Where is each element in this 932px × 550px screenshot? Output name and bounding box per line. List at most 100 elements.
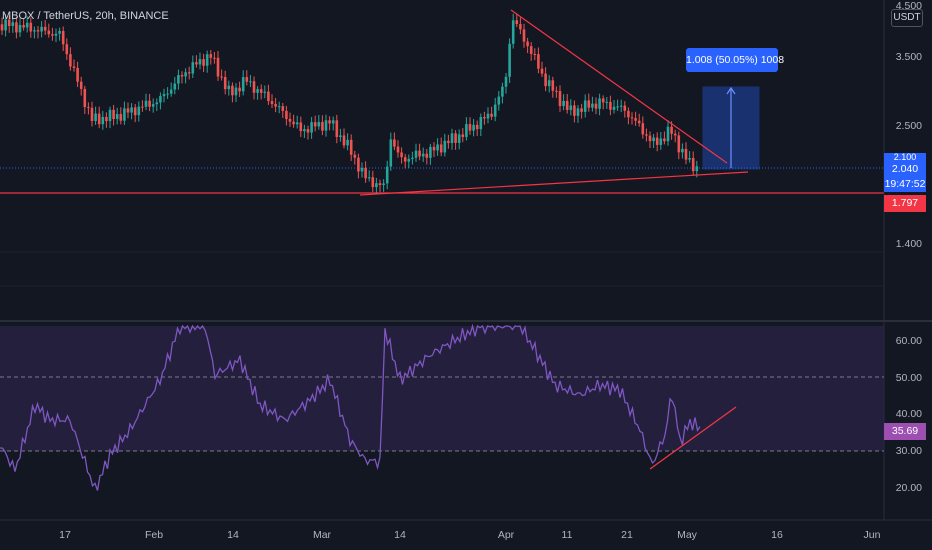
time-label: 14 [227,529,239,541]
candle-body [400,152,403,158]
candle-body [310,122,313,133]
candle-body [159,96,162,103]
price-label: 4.500 [895,0,922,12]
candle-body [573,105,576,116]
candle-body [234,87,238,96]
descending-trendline[interactable] [510,9,728,164]
candle-body [119,114,123,121]
candle-body [346,139,349,146]
candle-body [519,24,522,30]
candle-body [616,106,619,108]
candle-body [645,134,648,136]
candle-body [468,124,472,131]
candle-body [198,59,202,65]
candle-body [677,135,681,153]
rsi-label: 50.00 [895,372,922,384]
candle-body [432,146,436,151]
candle-body [256,89,259,93]
candle-body [61,30,65,45]
time-label: 11 [561,529,573,541]
candle-body [522,29,526,42]
candle-body [331,120,335,124]
candle-body [569,105,573,110]
currency-label[interactable]: USDT [891,9,923,27]
candle-body [490,113,493,117]
candle-body [25,22,29,28]
candle-body [558,91,562,107]
candle-body [483,117,486,119]
rsi-label: 20.00 [895,482,922,494]
ascending-trendline[interactable] [359,171,749,196]
candle-body [321,121,324,131]
candle-body [166,93,169,95]
rsi-label: 30.00 [895,445,922,457]
candle-body [375,183,378,188]
candle-body [148,100,151,107]
candle-body [241,77,245,92]
candle-body [83,88,87,108]
candle-body [457,134,461,143]
candle-body [263,91,267,93]
candle-body [303,129,306,132]
candle-body [123,108,126,121]
candle-body [249,81,252,83]
candle-body [472,124,475,131]
candle-body [627,110,630,118]
candle-body [79,81,83,89]
measure-label[interactable]: 1.008 (50.05%) 1008 [686,48,784,72]
price-label: 2.500 [895,120,922,132]
candle-body [583,100,587,112]
candle-body [655,137,659,145]
candle-body [540,68,544,74]
candle-body [652,137,655,142]
candle-body [425,153,429,158]
candle-body [29,22,33,32]
candle-body [659,138,663,145]
candle-body [666,126,670,142]
candle-body [7,19,11,26]
candle-body [58,30,61,34]
candle-body [335,120,339,138]
candle-body [112,109,115,119]
candles [0,13,699,194]
candle-body [141,106,144,108]
candle-body [619,105,623,107]
last-price-badge: 2.040 [884,161,926,177]
time-label: 14 [394,529,406,541]
candle-body [87,107,90,109]
candle-body [288,118,292,122]
time-label: 17 [59,529,71,541]
time-label: Jun [863,529,881,541]
candle-body [529,46,533,54]
candle-body [105,116,108,122]
candle-body [277,106,281,108]
rsi-line [0,323,701,491]
candle-body [90,107,94,121]
candle-body [486,113,490,119]
candle-body [313,122,317,127]
price-label: 3.500 [895,51,922,63]
candle-body [191,62,195,74]
candle-body [393,139,396,147]
candle-body [216,57,220,77]
symbol-title[interactable]: MBOX / TetherUS, 20h, BINANCE [2,10,169,22]
candle-body [180,75,184,77]
candle-body [378,183,382,186]
candle-body [508,43,511,77]
rsi-label: 60.00 [895,335,922,347]
candle-body [22,24,25,28]
candle-body [544,73,547,87]
candle-body [695,166,699,172]
candle-body [187,72,191,74]
candle-body [33,30,36,32]
candle-body [339,135,342,138]
candle-body [411,157,414,159]
candle-body [108,109,112,122]
candle-body [43,26,47,31]
rsi-trendline[interactable] [649,406,737,470]
candle-body [684,148,688,160]
candle-body [115,114,119,119]
candle-body [537,54,540,69]
candle-body [162,94,166,97]
